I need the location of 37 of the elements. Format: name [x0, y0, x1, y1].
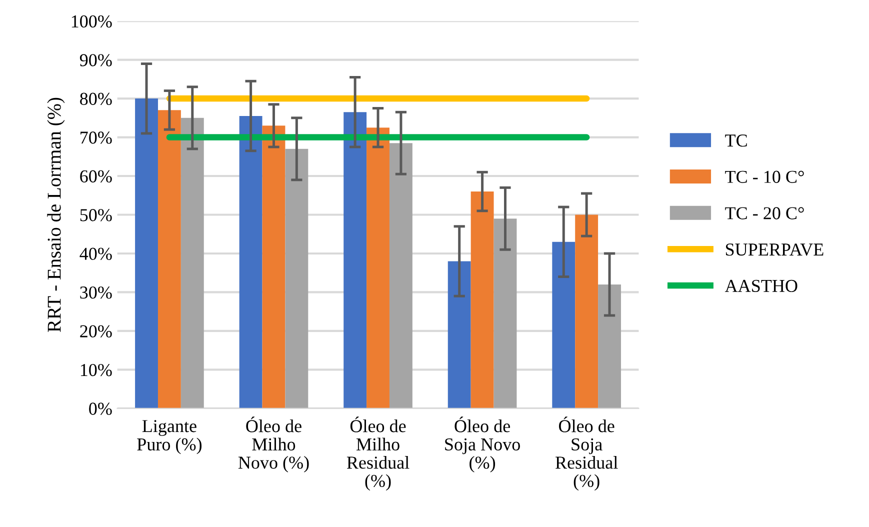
bar [494, 218, 517, 408]
x-tick-label: Óleo de Milho Residual (%) [346, 416, 410, 491]
y-tick-label: 10% [80, 364, 112, 376]
legend-label: AASTHO [724, 280, 798, 292]
x-tick-label: Ligante Puro (%) [137, 420, 202, 454]
legend-label: SUPERPAVE [726, 244, 824, 256]
bar [389, 143, 412, 408]
bar [598, 284, 621, 408]
y-tick-label: 0% [89, 402, 112, 415]
bar [552, 242, 576, 408]
y-tick-label: 100% [72, 15, 112, 28]
y-tick-label: 20% [80, 325, 112, 338]
y-axis-title: RRT - Ensaio de Lorrman (%) [47, 98, 65, 332]
y-tick-label: 60% [80, 170, 112, 183]
bar [366, 128, 390, 408]
bar [470, 192, 494, 408]
bar [239, 116, 262, 408]
y-tick-label: 40% [80, 248, 112, 260]
y-tick-label: 80% [80, 92, 112, 106]
y-tick-label: 90% [80, 54, 112, 66]
bar [262, 126, 286, 408]
x-tick-label: Óleo de Soja Novo (%) [445, 416, 520, 472]
bar [448, 261, 471, 408]
bar [180, 118, 204, 408]
bar [158, 110, 181, 408]
y-tick-label: 30% [80, 286, 112, 299]
bar [285, 148, 308, 408]
y-tick-label: 50% [80, 209, 112, 222]
bar [344, 112, 367, 408]
bar [575, 214, 598, 408]
x-tick-label: Óleo de Milho Novo (%) [238, 416, 309, 472]
legend-label: TC - 10 C° [725, 170, 804, 183]
bar [135, 98, 158, 408]
x-tick-label: Óleo de Soja Residual (%) [556, 416, 618, 491]
y-tick-label: 70% [80, 132, 112, 144]
legend-label: TC [725, 134, 747, 147]
legend-label: TC - 20 C° [725, 207, 804, 220]
